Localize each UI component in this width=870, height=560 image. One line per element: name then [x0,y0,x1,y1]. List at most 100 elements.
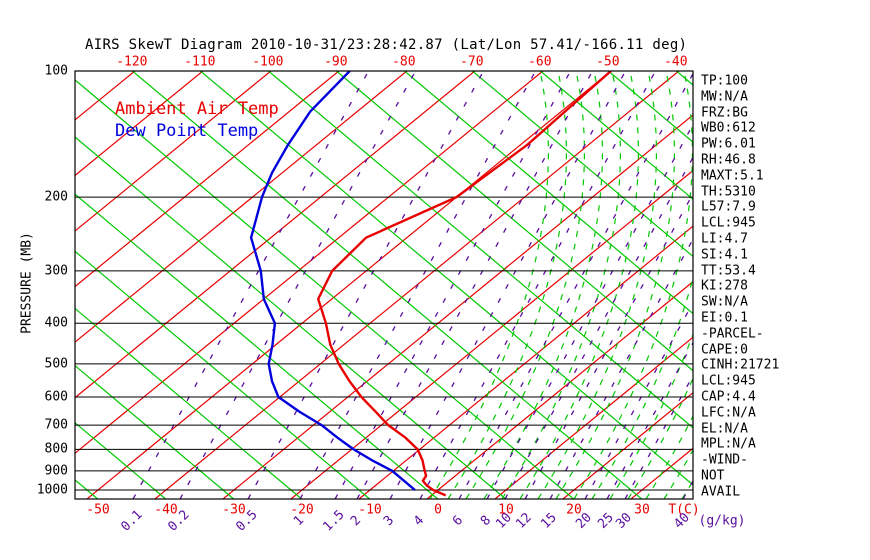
page-title: AIRS SkewT Diagram 2010-10-31/23:28:42.8… [85,37,688,53]
pressure-tick-label: 800 [44,441,68,457]
sounding-param-line: FRZ:BG [701,105,748,121]
pressure-tick-label: 400 [44,315,68,331]
dry-adiabat-line [200,71,693,486]
isotherm-line [222,114,693,499]
sounding-param-line: PW:6.01 [701,136,756,152]
pressure-tick-label: 100 [44,63,68,79]
dry-adiabat-line [75,307,303,499]
isotherm-line [358,225,693,499]
isotherm-line [86,71,612,499]
pressure-tick-label: 300 [44,263,68,279]
top-axis-label: -110 [184,54,216,70]
sounding-param-line: LCL:945 [701,215,756,231]
bottom-axis-label: -30 [222,502,246,518]
moist-adiabat-line [429,71,549,499]
bottom-axis-label: 30 [634,502,650,518]
sounding-param-line: CINH:21721 [701,357,780,373]
sounding-param-line: LI:4.7 [701,231,748,247]
top-axis-label: -60 [528,54,552,70]
sounding-param-line: MAXT:5.1 [701,168,764,184]
sounding-param-line: NOT [701,468,725,484]
bottom-axis-label: 20 [566,502,582,518]
bottom-axis-label: -40 [154,502,178,518]
sounding-param-line: KI:278 [701,278,748,294]
legend-ambient-air-temp: Ambient Air Temp [115,99,279,119]
mixing-ratio-line [524,192,693,499]
mixing-ratio-line [549,237,693,499]
sounding-param-line: TP:100 [701,73,748,89]
isotherm-line [75,71,544,455]
mixing-ratio-line [132,71,370,499]
sounding-param-line: TT:53.4 [701,263,756,279]
mixing-ratio-line [179,71,417,499]
mixing-ratio-line [356,71,594,499]
dry-adiabat-line [75,364,235,499]
moist-adiabat-line [483,71,603,499]
dry-adiabat-line [608,71,693,143]
dew-point-curve [249,71,416,491]
pressure-tick-label: 900 [44,463,68,479]
top-axis-label: -80 [392,54,416,70]
pressure-tick-label: 500 [44,356,68,372]
isotherm-line [562,392,693,499]
pressure-tick-label: 700 [44,417,68,433]
bottom-axis-label: 10 [498,502,514,518]
pressure-tick-label: 600 [44,389,68,405]
sounding-param-line: SI:4.1 [701,247,748,263]
sounding-param-line: EI:0.1 [701,310,748,326]
dry-adiabat-line [540,71,693,201]
top-axis-label: -40 [664,54,688,70]
dry-adiabat-line [472,71,693,258]
isotherm-line [290,169,693,499]
mixing-ratio-line [504,156,693,499]
sounding-param-line: MPL:N/A [701,436,756,452]
moist-adiabat-line [555,71,675,499]
bottom-axis-label: -10 [358,502,382,518]
sounding-param-line: -PARCEL- [701,326,764,342]
sounding-param-line: MW:N/A [701,89,748,105]
sounding-param-line: RH:46.8 [701,152,756,168]
top-axis-label: -100 [252,54,284,70]
moist-adiabat-line [501,71,621,499]
mixing-ratio-line [247,71,485,499]
sounding-param-line: LFC:N/A [701,405,756,421]
dry-adiabat-line [75,479,99,499]
dry-adiabat-line [268,71,693,429]
dry-adiabat-line [75,421,167,499]
top-axis-label: -70 [460,54,484,70]
mixing-ratio-line [584,301,693,499]
dry-adiabat-line [75,250,371,499]
moist-adiabat-line [537,71,657,499]
mixing-ratio-line [389,71,627,499]
bottom-axis-label: 0 [434,502,442,518]
top-axis-label: -120 [116,54,148,70]
pressure-axis-title: PRESSURE (MB) [19,232,35,334]
isotherm-line [154,71,680,499]
sounding-param-line: -WIND- [701,452,748,468]
mixing-ratio-line [458,72,693,499]
plot-border [74,70,694,500]
mixing-ratio-line [624,374,693,499]
mixing-ratio-line [299,71,537,499]
sounding-param-line: LCL:945 [701,373,756,389]
isotherm-line [75,71,272,232]
top-axis-label: -50 [596,54,620,70]
dry-adiabat-line [404,71,693,315]
sounding-param-line: CAP:4.4 [701,389,756,405]
mixing-ratio-line [606,341,693,499]
moist-adiabat-line [465,71,585,499]
sounding-param-line: L57:7.9 [701,199,756,215]
isotherm-line [75,71,476,399]
mixing-ratio-line [334,71,572,499]
mixing-ratio-line [419,71,657,499]
dry-adiabat-line [132,71,643,499]
pressure-tick-label: 200 [44,189,68,205]
pressure-tick-label: 1000 [36,482,68,498]
dry-adiabat-line [336,71,693,372]
sounding-param-line: AVAIL [701,484,741,500]
sounding-param-line: CAPE:0 [701,342,748,358]
sounding-param-line: TH:5310 [701,184,756,200]
top-axis-label: -90 [324,54,348,70]
